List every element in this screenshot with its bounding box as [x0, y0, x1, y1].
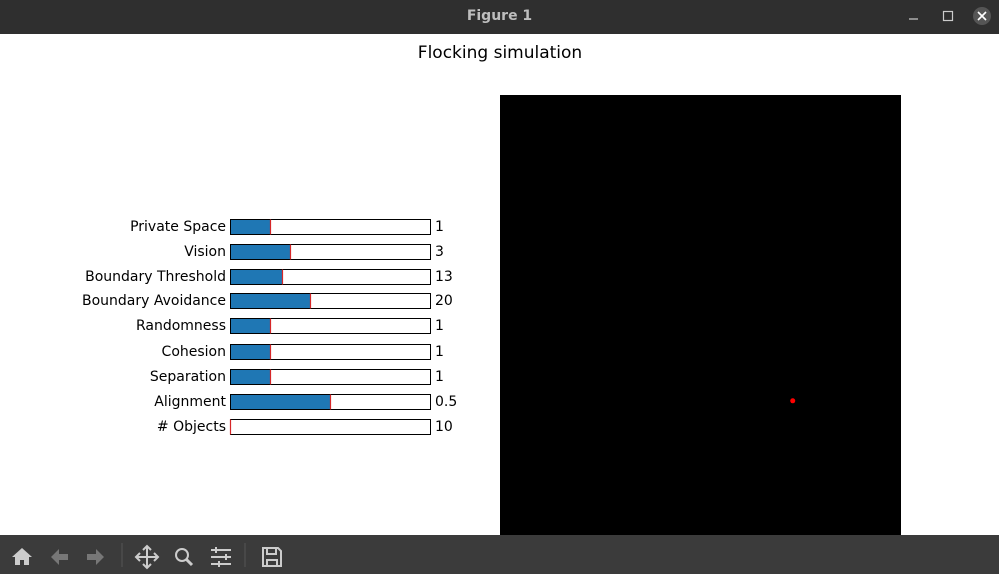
pan-button[interactable]: [134, 544, 160, 570]
slider-label: Boundary Avoidance: [82, 293, 226, 309]
configure-button[interactable]: [211, 547, 231, 567]
slider-value: 1: [435, 369, 444, 385]
figure-title: Flocking simulation: [418, 43, 582, 63]
slider-track[interactable]: [230, 344, 431, 360]
maximize-button[interactable]: [942, 10, 954, 22]
slider-track[interactable]: [230, 318, 431, 334]
slider-value: 13: [435, 269, 453, 285]
slider-label: Separation: [150, 369, 226, 385]
slider-fill: [231, 220, 271, 234]
slider-track[interactable]: [230, 419, 431, 435]
slider-value: 20: [435, 293, 453, 309]
slider-fill: [231, 270, 283, 284]
title-bar: Figure 1: [0, 0, 999, 34]
slider-value: 1: [435, 318, 444, 334]
slider-value: 1: [435, 344, 444, 360]
toolbar: [0, 535, 999, 574]
window-title: Figure 1: [466, 8, 533, 24]
slider-label: Randomness: [136, 318, 226, 334]
slider-fill: [231, 370, 271, 384]
slider-label: # Objects: [157, 419, 226, 435]
slider-label: Alignment: [154, 394, 226, 410]
close-button[interactable]: [973, 7, 991, 25]
zoom-button[interactable]: [175, 548, 194, 567]
slider-fill: [231, 294, 311, 308]
back-button[interactable]: [51, 549, 68, 565]
slider-label: Cohesion: [162, 344, 226, 360]
slider-track[interactable]: [230, 369, 431, 385]
slider-value: 1: [435, 219, 444, 235]
save-button[interactable]: [262, 547, 282, 567]
slider-label: Boundary Threshold: [85, 269, 226, 285]
slider-label: Private Space: [130, 219, 226, 235]
boid: [790, 398, 796, 404]
slider-track[interactable]: [230, 219, 431, 235]
figure: Flocking simulation Private Space 1 Vision…: [82, 43, 901, 535]
forward-button[interactable]: [87, 549, 104, 565]
slider-fill: [231, 345, 271, 359]
slider-fill: [231, 395, 331, 409]
window-controls: [909, 7, 991, 25]
slider-value: 0.5: [435, 394, 457, 410]
slider-fill: [231, 245, 291, 259]
toolbar-icons: [12, 543, 282, 570]
slider-value: 10: [435, 419, 453, 435]
home-button[interactable]: [12, 548, 32, 565]
simulation-axes: [500, 95, 901, 535]
slider-value: 3: [435, 244, 444, 260]
slider-label: Vision: [184, 244, 226, 260]
slider-fill: [231, 319, 271, 333]
